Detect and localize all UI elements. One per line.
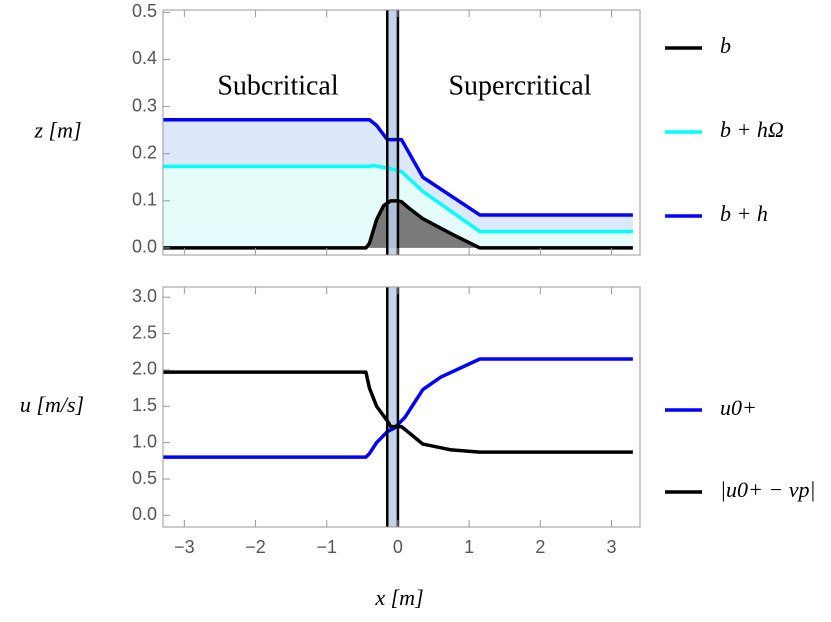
legend-label: b: [720, 33, 731, 58]
x-tick-label: −3: [174, 537, 195, 557]
x-tick-label: 2: [535, 537, 545, 557]
y-tick-label: 0.0: [132, 237, 157, 257]
x-tick-label: 0: [393, 537, 403, 557]
x-tick-label: 3: [607, 537, 617, 557]
y-tick-label: 0.1: [132, 190, 157, 210]
y-tick-label: 1.0: [132, 431, 157, 451]
line: [163, 370, 633, 454]
legend-label: b + h: [720, 201, 768, 226]
annotation: Supercritical: [448, 70, 591, 101]
line: [163, 163, 633, 234]
y-tick-label: 0.4: [132, 48, 157, 68]
y-tick-label: 2.5: [132, 322, 157, 342]
x-tick-label: 1: [464, 537, 474, 557]
y-tick-label: 0.5: [132, 468, 157, 488]
x-tick-label: −1: [316, 537, 337, 557]
band: [387, 10, 398, 255]
y-axis-label: z [m]: [33, 118, 81, 143]
y-tick-label: 0.0: [132, 504, 157, 524]
x-axis-label: x [m]: [374, 585, 423, 610]
y-tick-label: 0.5: [132, 1, 157, 21]
y-tick-label: 0.2: [132, 142, 157, 162]
legend-label: u0+: [720, 395, 757, 420]
line: [163, 118, 633, 217]
y-tick-label: 0.3: [132, 95, 157, 115]
band: [387, 287, 398, 527]
legend-label: |u0+ − vp|: [720, 477, 816, 502]
y-axis-label: u [m/s]: [20, 392, 84, 417]
legend-label: b + hΩ: [720, 117, 784, 142]
y-tick-label: 2.0: [132, 359, 157, 379]
plot-frame: [162, 286, 641, 528]
y-tick-label: 1.5: [132, 395, 157, 415]
annotation: Subcritical: [217, 70, 339, 101]
y-tick-label: 3.0: [132, 286, 157, 306]
plot-frame: [162, 9, 641, 256]
x-tick-label: −2: [245, 537, 266, 557]
